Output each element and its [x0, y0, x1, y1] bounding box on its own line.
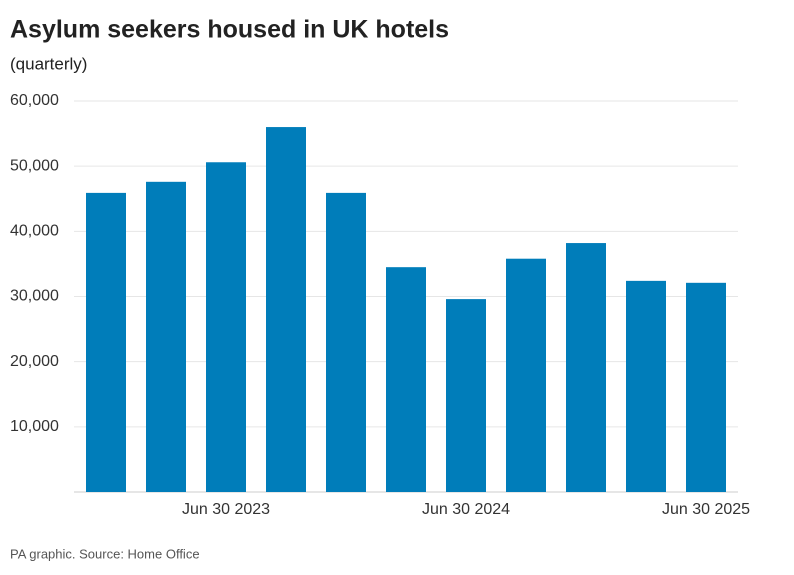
- bar: [566, 243, 606, 492]
- y-tick-label: 10,000: [10, 418, 59, 435]
- chart-subtitle: (quarterly): [10, 54, 87, 73]
- x-tick-label: Jun 30 2025: [662, 501, 750, 518]
- x-tick-label: Jun 30 2023: [182, 501, 270, 518]
- bar: [626, 280, 666, 492]
- bar: [446, 299, 486, 492]
- bar: [506, 258, 546, 492]
- bar: [386, 267, 426, 492]
- y-tick-label: 20,000: [10, 353, 59, 370]
- x-tick-label: Jun 30 2024: [422, 501, 510, 518]
- bar: [206, 162, 246, 493]
- bar: [146, 181, 186, 492]
- y-tick-label: 50,000: [10, 157, 59, 174]
- source: PA graphic. Source: Home Office: [10, 546, 200, 561]
- y-tick-label: 40,000: [10, 223, 59, 240]
- bar: [326, 192, 366, 492]
- bar: [86, 192, 126, 492]
- chart-title: Asylum seekers housed in UK hotels: [10, 16, 449, 44]
- y-tick-label: 30,000: [10, 288, 59, 305]
- bar: [266, 127, 306, 493]
- y-tick-label: 60,000: [10, 92, 59, 109]
- bar: [686, 282, 726, 492]
